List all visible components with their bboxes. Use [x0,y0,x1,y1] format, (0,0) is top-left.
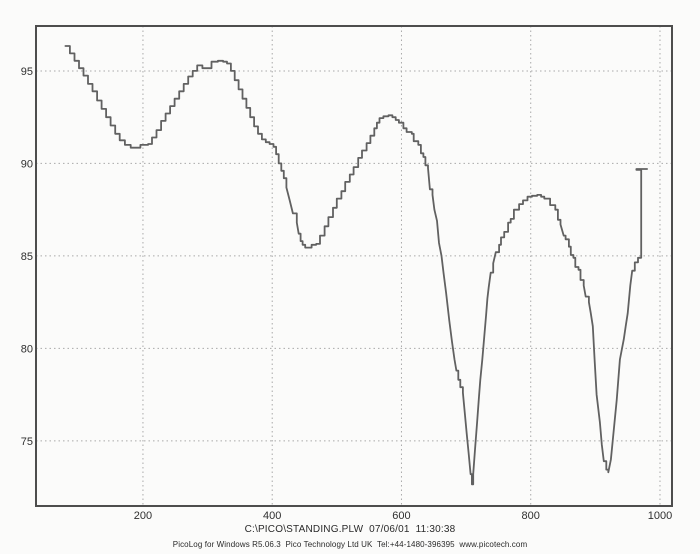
x-tick-label-200: 200 [134,510,152,522]
x-tick-label-400: 400 [263,510,281,522]
plot-border [35,25,673,507]
y-tick-label-80: 80 [21,343,33,355]
y-tick-label-90: 90 [21,158,33,170]
trace-path-channel-1 [64,45,648,486]
chart-footer-file-info: C:\PICO\STANDING.PLW 07/06/01 11:30:38 [244,524,456,535]
y-tick-label-85: 85 [21,251,33,263]
chart-plot-area: 75 80 85 90 95 200 400 600 800 1000 [21,25,673,522]
y-tick-label-75: 75 [21,436,33,448]
chart-footer-app-info: PicoLog for Windows R5.06.3 Pico Technol… [172,540,528,549]
x-tick-label-800: 800 [522,510,540,522]
x-tick-label-600: 600 [392,510,410,522]
x-tick-label-1000: 1000 [648,510,672,522]
y-tick-label-95: 95 [21,66,33,78]
